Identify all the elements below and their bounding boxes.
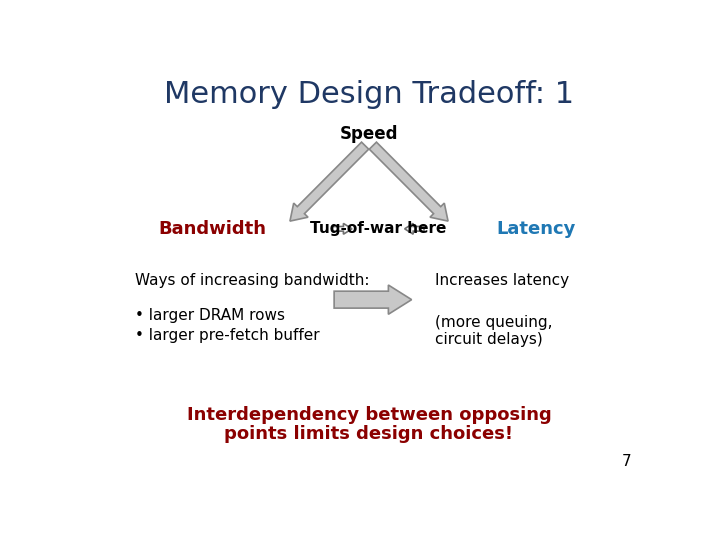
Text: points limits design choices!: points limits design choices! bbox=[225, 426, 513, 443]
Text: (more queuing,
circuit delays): (more queuing, circuit delays) bbox=[435, 315, 552, 347]
Polygon shape bbox=[405, 224, 424, 234]
Text: Ways of increasing bandwidth:: Ways of increasing bandwidth: bbox=[135, 273, 369, 288]
Text: Tug-of-war here: Tug-of-war here bbox=[310, 221, 446, 237]
Text: Increases latency: Increases latency bbox=[435, 273, 569, 288]
Polygon shape bbox=[290, 142, 369, 221]
Polygon shape bbox=[334, 285, 412, 314]
Text: • larger pre-fetch buffer: • larger pre-fetch buffer bbox=[135, 328, 320, 343]
Polygon shape bbox=[333, 224, 352, 234]
Polygon shape bbox=[369, 142, 448, 221]
Text: Memory Design Tradeoff: 1: Memory Design Tradeoff: 1 bbox=[164, 79, 574, 109]
Text: Interdependency between opposing: Interdependency between opposing bbox=[186, 406, 552, 424]
Text: Bandwidth: Bandwidth bbox=[158, 220, 266, 238]
Text: Latency: Latency bbox=[497, 220, 576, 238]
Text: 7: 7 bbox=[621, 454, 631, 469]
Text: Speed: Speed bbox=[340, 125, 398, 143]
Text: • larger DRAM rows: • larger DRAM rows bbox=[135, 308, 285, 322]
